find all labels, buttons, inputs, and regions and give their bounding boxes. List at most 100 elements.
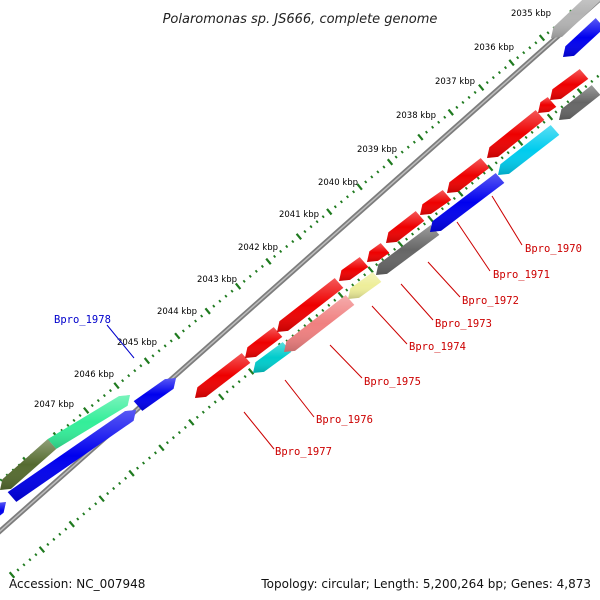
inner-ring-minor-tick — [147, 456, 152, 460]
label-leader-line — [243, 411, 275, 450]
inner-ring-minor-tick — [345, 288, 349, 292]
inner-ring-minor-tick — [572, 95, 576, 99]
inner-ring-minor-tick — [470, 181, 474, 185]
inner-ring-minor-tick — [225, 390, 229, 394]
inner-ring-minor-tick — [554, 110, 558, 114]
inner-ring-minor-tick — [315, 313, 319, 318]
inner-ring-minor-tick — [560, 105, 564, 109]
tick-label: 2043 kbp — [197, 275, 237, 285]
inner-ring-major-tick — [516, 139, 524, 146]
outer-ring-minor-tick — [437, 120, 441, 124]
inner-ring-minor-tick — [243, 374, 247, 379]
outer-ring-minor-tick — [224, 294, 228, 298]
gene-label-bpro-1974[interactable]: Bpro_1974 — [409, 341, 466, 353]
label-leader-line — [456, 221, 491, 272]
inner-ring-minor-tick — [375, 263, 379, 267]
inner-ring-minor-tick — [177, 430, 181, 435]
inner-ring-minor-tick — [494, 161, 498, 165]
outer-ring-minor-tick — [455, 105, 459, 109]
tick-label: 2036 kbp — [474, 43, 514, 53]
gene-label-bpro-1975[interactable]: Bpro_1975 — [364, 376, 421, 388]
outer-ring-minor-tick — [230, 289, 234, 293]
outer-ring-minor-tick — [127, 374, 131, 378]
outer-ring-major-tick — [265, 257, 272, 265]
gene-label-bpro-1971[interactable]: Bpro_1971 — [493, 269, 550, 281]
outer-ring-major-tick — [478, 84, 485, 91]
outer-ring-minor-tick — [473, 90, 477, 95]
accession-text: Accession: NC_007948 — [9, 577, 146, 591]
outer-ring-major-tick — [538, 34, 546, 42]
outer-ring-minor-tick — [522, 51, 526, 55]
inner-ring-minor-tick — [112, 486, 116, 491]
inner-ring-minor-tick — [416, 227, 421, 231]
tick-label: 2047 kbp — [34, 400, 74, 410]
outer-ring-minor-tick — [364, 180, 368, 184]
inner-ring-minor-tick — [530, 130, 534, 134]
inner-ring-major-tick — [487, 164, 494, 172]
inner-ring-minor-tick — [213, 400, 217, 404]
label-leaders — [106, 195, 523, 450]
inner-ring-minor-tick — [141, 461, 146, 465]
gene-label-bpro-1976[interactable]: Bpro_1976 — [316, 414, 373, 426]
gene-arrow-shading — [420, 190, 452, 215]
inner-ring-minor-tick — [542, 120, 546, 124]
outer-ring-minor-tick — [376, 170, 380, 174]
gene-arrow-shading — [284, 295, 355, 352]
inner-ring-major-tick — [218, 393, 225, 401]
outer-ring-minor-tick — [424, 130, 429, 134]
inner-ring-minor-tick — [231, 385, 235, 389]
outer-ring-minor-tick — [394, 155, 398, 159]
inner-ring-major-tick — [8, 571, 16, 579]
gene-label-bpro-1972[interactable]: Bpro_1972 — [462, 295, 519, 307]
outer-ring-minor-tick — [431, 125, 435, 129]
outer-ring-minor-tick — [412, 140, 416, 144]
inner-ring-minor-tick — [590, 79, 594, 84]
gene-label-bpro-1978[interactable]: Bpro_1978 — [54, 314, 111, 326]
inner-ring-minor-tick — [76, 517, 80, 521]
outer-ring-major-tick — [174, 332, 181, 340]
inner-ring-minor-tick — [153, 451, 157, 455]
gene-label-bpro-1970[interactable]: Bpro_1970 — [525, 243, 582, 255]
inner-tick-ring — [8, 74, 600, 579]
outer-ring-minor-tick — [212, 304, 216, 308]
tick-label: 2044 kbp — [157, 307, 197, 317]
inner-ring-major-tick — [188, 418, 195, 426]
outer-ring-minor-tick — [163, 344, 167, 348]
gene-label-bpro-1973[interactable]: Bpro_1973 — [435, 318, 492, 330]
inner-ring-minor-tick — [94, 502, 98, 506]
outer-ring-minor-tick — [273, 254, 277, 259]
inner-ring-major-tick — [367, 266, 374, 274]
gene-label-bpro-1977[interactable]: Bpro_1977 — [275, 446, 332, 458]
gene-arrow-shading — [195, 353, 251, 398]
outer-ring-minor-tick — [400, 150, 404, 154]
outer-ring-major-tick — [508, 59, 515, 67]
inner-ring-minor-tick — [410, 232, 415, 236]
outer-ring-minor-tick — [254, 269, 258, 273]
inner-ring-minor-tick — [237, 380, 241, 384]
label-leader-line — [400, 283, 434, 321]
inner-ring-minor-tick — [381, 257, 385, 262]
inner-ring-minor-tick — [303, 324, 307, 328]
outer-ring-minor-tick — [503, 66, 508, 70]
inner-ring-minor-tick — [422, 222, 426, 226]
inner-ring-major-tick — [98, 495, 105, 503]
outer-ring-major-tick — [83, 406, 90, 414]
gene-arrow-shading — [430, 173, 505, 232]
gene-arrow-shading — [0, 502, 6, 516]
inner-ring-minor-tick — [584, 84, 588, 89]
outer-ring-minor-tick — [96, 398, 100, 403]
inner-ring-minor-tick — [512, 146, 516, 150]
inner-ring-major-tick — [427, 215, 434, 223]
inner-ring-minor-tick — [82, 512, 86, 516]
outer-ring-minor-tick — [382, 165, 386, 169]
gene-arrow-shading — [47, 395, 131, 449]
inner-ring-major-tick — [457, 189, 464, 197]
outer-ring-minor-tick — [181, 329, 185, 333]
gene-arrow-shading — [348, 272, 382, 299]
outer-ring-major-tick — [234, 282, 242, 290]
inner-ring-minor-tick — [357, 278, 361, 282]
outer-ring-minor-tick — [90, 403, 94, 408]
tick-label: 2038 kbp — [396, 111, 436, 121]
inner-ring-minor-tick — [434, 212, 438, 216]
outer-ring-minor-tick — [102, 393, 106, 398]
